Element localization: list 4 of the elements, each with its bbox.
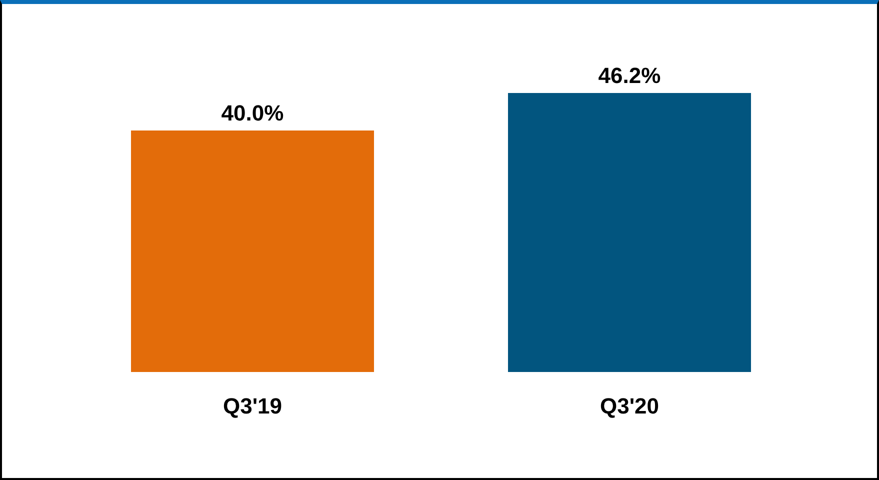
data-label: 46.2% <box>598 63 661 88</box>
x-tick-label: Q3'20 <box>600 394 660 419</box>
data-label: 40.0% <box>221 100 284 126</box>
x-tick-label: Q3'19 <box>222 394 282 419</box>
